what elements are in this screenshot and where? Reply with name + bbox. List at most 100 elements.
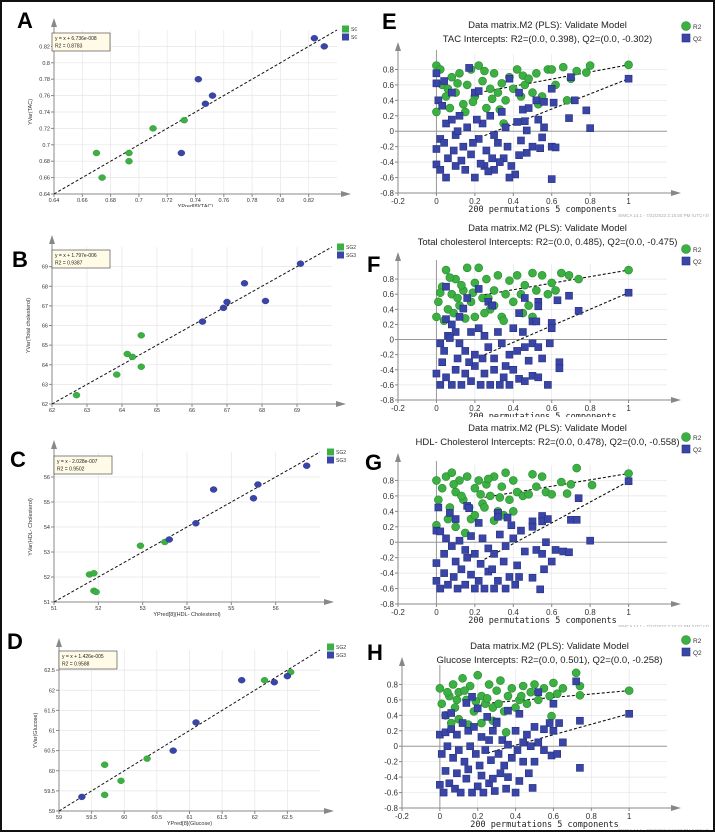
x-tick-label: 54: [184, 606, 190, 612]
x-tick-label: -0.2: [391, 404, 405, 413]
chart-subtitle: Total cholesterol Intercepts: R2=(0.0, 0…: [418, 237, 678, 248]
data-point-q2: [464, 726, 473, 735]
data-point-q2: [471, 550, 479, 558]
y-tick-label: 0.4: [387, 711, 399, 720]
axes: -0.2 0 0.2 0.4 0.6 0.8 1 -0.8 -0.6 -0.4 -0.2 0 0.2 0.…: [380, 453, 681, 617]
data-point-r2: [528, 469, 537, 479]
x-tick-label: 0: [434, 197, 439, 206]
data-point-r2: [485, 84, 495, 94]
legend: R2 Q2: [681, 244, 702, 266]
data-point-q2: [473, 704, 482, 713]
y-tick-label: 0.8: [383, 65, 395, 74]
data-point-q2: [472, 750, 480, 758]
data-point-q2: [549, 98, 558, 107]
data-point-r2: [493, 271, 503, 280]
chart-subtitle: Glucose Intercepts: R2=(0.0, 0.501), Q2=…: [436, 655, 662, 666]
legend-label: Q2: [693, 259, 702, 266]
data-point-r2: [468, 97, 478, 107]
y-tick-label: 0.6: [387, 696, 399, 705]
y-tick-label: -0.4: [380, 366, 394, 375]
data-point-q2: [465, 64, 473, 72]
data-point-q2: [513, 347, 521, 355]
data-point-q2: [490, 354, 498, 363]
data-point-r2: [551, 286, 560, 295]
data-point-q2: [461, 546, 470, 554]
y-tick-label: 0.8: [387, 680, 399, 689]
data-point-r2: [508, 476, 518, 485]
data-point-r2: [518, 681, 528, 691]
data-point-q2: [455, 313, 464, 321]
r2-text: R2 = 0.9387: [55, 261, 83, 267]
y-tick-label: 61.5: [44, 708, 55, 714]
legend: R2 Q2: [681, 635, 702, 657]
data-point-q2: [467, 328, 475, 336]
data-point-q2: [484, 544, 493, 553]
data-point-r2: [557, 268, 566, 278]
y-tick-label: 0.8: [42, 61, 50, 67]
data-point-sg2: [92, 149, 101, 157]
y-axis-arrow-icon: [395, 453, 401, 462]
data-point-q2: [488, 565, 496, 574]
data-point-q2: [486, 381, 495, 389]
data-point-r2: [587, 480, 597, 490]
y-tick-label: 68: [42, 284, 48, 290]
data-point-q2: [494, 139, 502, 147]
y-tick-label: 60.5: [44, 749, 55, 755]
data-point-r2: [494, 699, 503, 709]
data-point-r2: [501, 468, 510, 478]
y-tick-label: 0.8: [383, 275, 395, 284]
data-point-sg3: [296, 260, 305, 267]
panel-h: -0.2 0 0.2 0.4 0.6 0.8 1 -0.8 -0.6 -0.4 -0.2 0 0.2 0.…: [357, 627, 713, 833]
x-tick-label: 65: [154, 408, 160, 412]
data-point-q2: [519, 328, 527, 336]
data-point-r2: [507, 684, 517, 693]
data-point-q2: [513, 118, 521, 126]
intercept-line-r2: [484, 269, 629, 296]
x-tick-label: 0.6: [548, 812, 560, 821]
y-tick-label: 0.82: [39, 44, 50, 50]
chart-h: -0.2 0 0.2 0.4 0.6 0.8 1 -0.8 -0.6 -0.4 -0.2 0 0.2 0.…: [367, 635, 710, 833]
data-point-sg3: [303, 462, 311, 469]
x-tick-label: 0.64: [49, 198, 60, 204]
data-point-sg2: [128, 353, 137, 361]
x-tick-label: -0.2: [395, 812, 409, 821]
data-point-q2: [624, 477, 633, 486]
data-point-q2: [488, 301, 496, 310]
legend-label: Q2: [693, 36, 702, 43]
data-point-q2: [565, 114, 573, 122]
panel-letter: F: [367, 252, 380, 277]
data-point-r2: [566, 480, 576, 489]
data-point-q2: [555, 719, 563, 727]
data-point-sg2: [149, 125, 157, 132]
fit-lines: [58, 649, 321, 812]
data-point-q2: [540, 725, 548, 734]
data-point-q2: [572, 516, 581, 524]
y-tick-label: 59: [49, 809, 55, 815]
data-point-sg3: [283, 672, 292, 680]
y-tick-label: 0.2: [383, 523, 395, 532]
y-tick-label: 62: [42, 402, 48, 408]
data-point-q2: [511, 788, 520, 797]
data-point-q2: [432, 145, 441, 153]
data-point-r2: [451, 522, 460, 532]
legend-label: SG3: [336, 653, 346, 659]
data-point-r2: [453, 79, 462, 88]
x-tick-label: 0.4: [508, 404, 520, 413]
data-point-r2: [528, 88, 537, 97]
data-point-r2: [582, 68, 591, 77]
data-point-q2: [434, 96, 443, 105]
data-point-q2: [500, 761, 509, 770]
fit-lines: [53, 29, 338, 195]
data-point-q2: [545, 339, 554, 348]
data-point-q2: [468, 788, 476, 797]
data-point-q2: [624, 74, 633, 83]
data-point-q2: [472, 115, 481, 124]
data-point-q2: [521, 547, 529, 556]
data-point-r2: [447, 72, 457, 82]
data-point-sg3: [198, 318, 207, 325]
x-tick-label: 0.8: [277, 198, 285, 204]
data-point-q2: [536, 144, 544, 153]
data-point-q2: [455, 339, 464, 348]
data-point-q2: [549, 726, 558, 735]
data-point-q2: [451, 365, 460, 374]
